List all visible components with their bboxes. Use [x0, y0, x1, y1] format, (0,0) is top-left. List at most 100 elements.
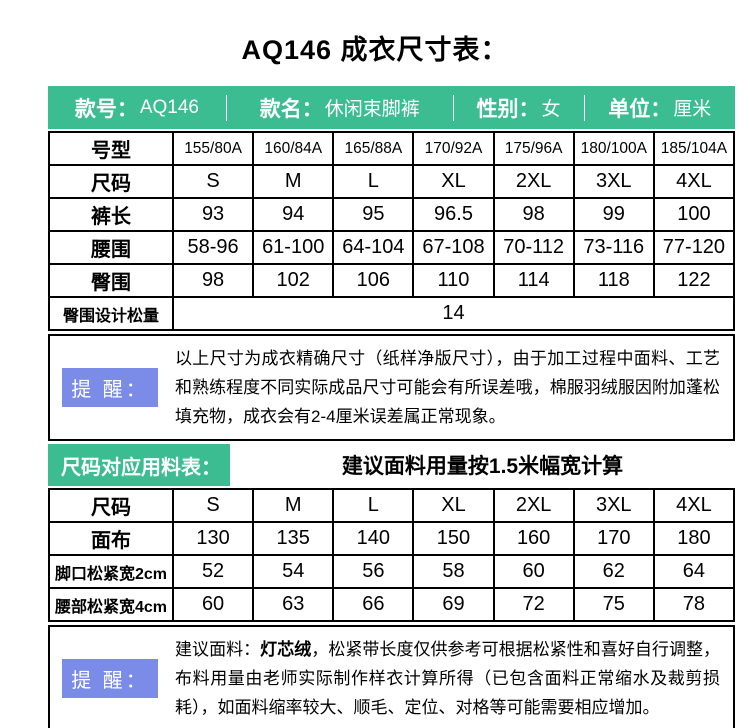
table-cell: 140	[332, 521, 415, 556]
table-cell: 96.5	[412, 197, 495, 232]
table-cell: M	[252, 164, 335, 199]
table-cell: 60	[171, 587, 255, 622]
table-row: 腰部松紧宽4cm 60 63 66 69 72 75 78	[48, 587, 736, 622]
table-cell: 98	[171, 263, 255, 298]
row-label: 尺码	[48, 164, 174, 199]
table-row: 裤长 93 94 95 96.5 98 99 100	[48, 197, 736, 232]
row-label: 尺码	[48, 488, 174, 523]
page-title: AQ146 成衣尺寸表：	[241, 35, 509, 65]
table-cell: 160/84A	[252, 131, 335, 166]
info-gender: 性别： 女	[454, 86, 584, 129]
table-cell: 58-96	[171, 230, 255, 265]
table-cell: 4XL	[652, 164, 736, 199]
fabric-section-header: 尺码对应用料表： 建议面料用量按1.5米幅宽计算	[48, 444, 735, 486]
row-label: 裤长	[48, 197, 174, 232]
unit-value: 厘米	[673, 99, 712, 120]
table-cell: 165/88A	[332, 131, 415, 166]
table-cell: 70-112	[492, 230, 575, 265]
table-cell: 110	[412, 263, 495, 298]
gender-label: 性别：	[476, 97, 540, 121]
table-cell: 114	[492, 263, 575, 298]
table-cell: 93	[171, 197, 255, 232]
fabric-section-subtitle: 建议面料用量按1.5米幅宽计算	[341, 455, 624, 478]
table-cell: 175/96A	[492, 131, 575, 166]
table-cell: XL	[412, 164, 495, 199]
style-number-label: 款号：	[74, 97, 138, 121]
table-cell: 63	[252, 587, 335, 622]
row-label: 面布	[48, 521, 174, 556]
gender-value: 女	[541, 99, 561, 120]
row-label: 腰部松紧宽4cm	[48, 587, 174, 622]
style-number-value: AQ146	[139, 96, 199, 118]
table-cell: 106	[332, 263, 415, 298]
fabric-reminder-fabric-name: 灯芯绒	[260, 640, 312, 659]
product-info-bar: 款号： AQ146 款名： 休闲束脚裤 性别： 女 单位： 厘米	[48, 86, 735, 129]
table-cell: L	[332, 488, 415, 523]
table-cell: 155/80A	[171, 131, 255, 166]
info-style-number: 款号： AQ146	[48, 86, 226, 129]
table-cell: 135	[252, 521, 335, 556]
table-cell: XL	[412, 488, 495, 523]
size-table: 号型 155/80A 160/84A 165/88A 170/92A 175/96A 180…	[48, 131, 736, 331]
row-label: 号型	[48, 131, 174, 166]
table-cell: 73-116	[572, 230, 655, 265]
table-cell: 122	[652, 263, 736, 298]
table-cell: 77-120	[652, 230, 736, 265]
content-area: 款号： AQ146 款名： 休闲束脚裤 性别： 女 单位： 厘米 号型 155/8…	[48, 86, 736, 728]
table-cell: S	[171, 488, 255, 523]
table-cell: 170/92A	[412, 131, 495, 166]
table-row: 臀围 98 102 106 110 114 118 122	[48, 263, 736, 298]
table-cell: 2XL	[492, 488, 575, 523]
row-label: 腰围	[48, 230, 174, 265]
table-cell: 94	[252, 197, 335, 232]
table-cell: 78	[652, 587, 736, 622]
reminder-badge: 提 醒：	[62, 368, 158, 407]
divider	[583, 94, 585, 121]
table-row: 尺码 S M L XL 2XL 3XL 4XL	[48, 488, 736, 523]
unit-label: 单位：	[608, 97, 672, 121]
table-cell: 170	[572, 521, 655, 556]
table-cell: 160	[492, 521, 575, 556]
table-cell: 99	[572, 197, 655, 232]
style-name-label: 款名：	[259, 97, 323, 121]
info-unit: 单位： 厘米	[585, 86, 735, 129]
table-cell: 54	[252, 554, 335, 589]
table-cell: 58	[412, 554, 495, 589]
row-label: 脚口松紧宽2cm	[48, 554, 174, 589]
table-cell: 60	[492, 554, 575, 589]
table-row: 面布 130 135 140 150 160 170 180	[48, 521, 736, 556]
fabric-table: 尺码 S M L XL 2XL 3XL 4XL 面布 130 135 140 150 160 170 180 脚…	[48, 488, 736, 622]
row-span-value: 14	[172, 296, 735, 331]
table-cell: 95	[332, 197, 415, 232]
info-style-name: 款名： 休闲束脚裤	[227, 86, 453, 129]
table-cell: 64-104	[332, 230, 415, 265]
fabric-table-body: 尺码 S M L XL 2XL 3XL 4XL 面布 130 135 140 150 160 170 180 脚…	[48, 488, 736, 622]
table-cell: 69	[412, 587, 495, 622]
table-cell: 64	[652, 554, 736, 589]
table-cell: 56	[332, 554, 415, 589]
table-cell: M	[252, 488, 335, 523]
divider	[452, 94, 454, 121]
table-cell: 52	[171, 554, 255, 589]
table-cell: 67-108	[412, 230, 495, 265]
reminder-badge: 提 醒：	[62, 659, 158, 698]
style-name-value: 休闲束脚裤	[324, 99, 420, 120]
table-cell: 180	[652, 521, 736, 556]
fabric-reminder-rest: ，松紧带长度仅供参考可根据松紧性和喜好自行调整，布料用量由老师实际制作样衣计算所…	[175, 640, 721, 717]
table-cell: 62	[572, 554, 655, 589]
fabric-section-heading: 尺码对应用料表：	[48, 444, 230, 486]
row-label: 臀围设计松量	[48, 296, 174, 331]
table-cell: 2XL	[492, 164, 575, 199]
table-row: 腰围 58-96 61-100 64-104 67-108 70-112 73-116 77-…	[48, 230, 736, 265]
table-row: 号型 155/80A 160/84A 165/88A 170/92A 175/96A 180…	[48, 131, 736, 166]
size-table-body: 号型 155/80A 160/84A 165/88A 170/92A 175/96A 180…	[48, 131, 736, 331]
size-reminder-box: 提 醒： 以上尺寸为成衣精确尺寸（纸样净版尺寸），由于加工过程中面料、工艺和熟练…	[48, 334, 735, 441]
table-cell: L	[332, 164, 415, 199]
table-cell: 66	[332, 587, 415, 622]
table-cell: 130	[171, 521, 255, 556]
table-cell: S	[171, 164, 255, 199]
fabric-reminder-box: 提 醒： 建议面料：灯芯绒，松紧带长度仅供参考可根据松紧性和喜好自行调整，布料用…	[48, 625, 735, 728]
table-cell: 72	[492, 587, 575, 622]
table-cell: 98	[492, 197, 575, 232]
